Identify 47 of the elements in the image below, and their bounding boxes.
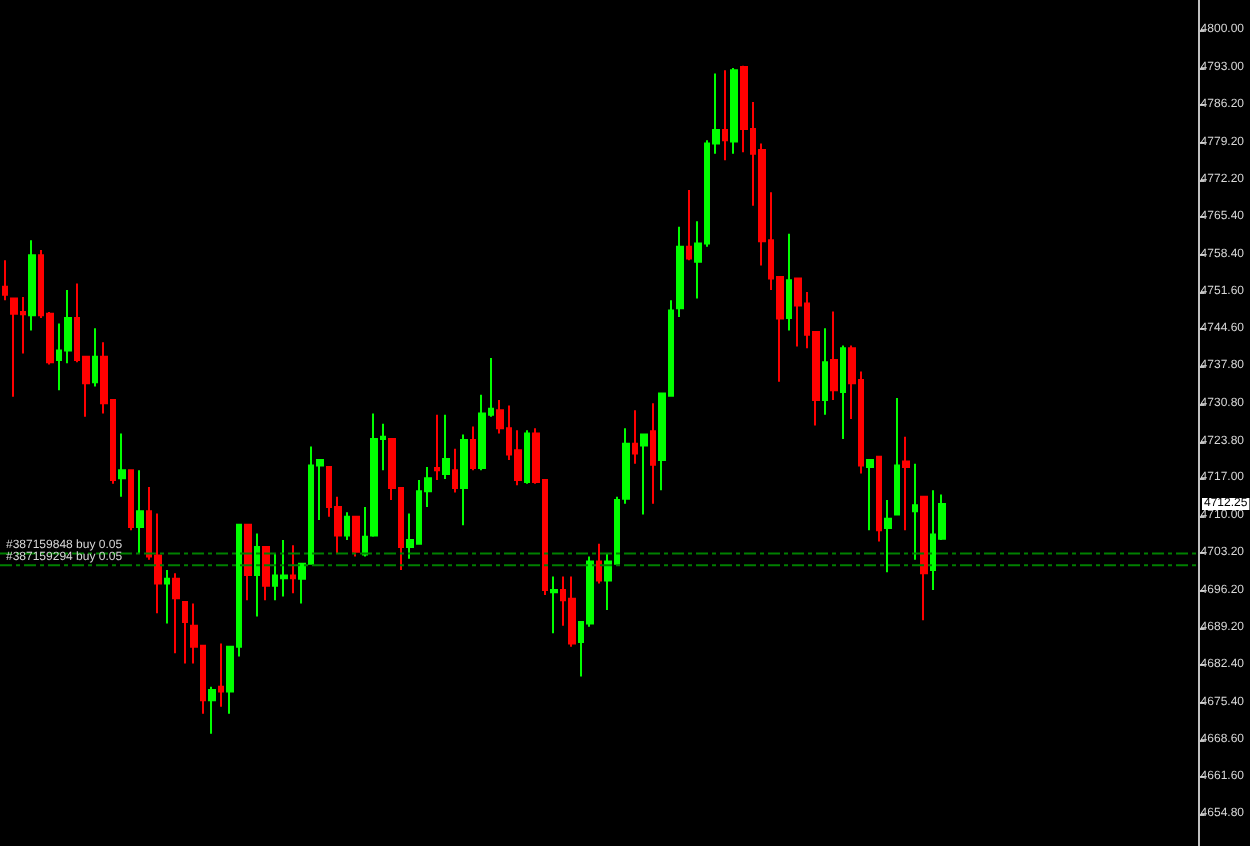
candlestick (786, 232, 792, 332)
candlestick (840, 344, 846, 440)
candlestick (830, 310, 838, 402)
candlestick (596, 542, 602, 585)
candlestick (912, 462, 918, 561)
candlestick (344, 511, 350, 541)
candlestick (460, 433, 468, 527)
candlestick (218, 642, 224, 708)
candlestick (884, 498, 892, 574)
candlestick (2, 259, 8, 302)
candlestick (876, 455, 882, 543)
candlestick (470, 425, 476, 472)
candlestick (290, 544, 296, 595)
candlestick (92, 327, 98, 388)
candlestick (866, 458, 874, 532)
candlestick (550, 575, 558, 635)
candlestick (434, 413, 440, 481)
candlestick (632, 409, 638, 465)
candlestick (686, 189, 692, 262)
candlestick (722, 69, 728, 162)
candlestick (118, 432, 126, 498)
candlestick (794, 277, 802, 348)
candlestick (920, 495, 928, 622)
candlestick (730, 67, 738, 155)
candlestick (136, 469, 144, 555)
candlestick (262, 545, 270, 602)
candlestick (568, 575, 576, 648)
candlestick (244, 523, 252, 602)
candlestick (650, 402, 656, 505)
candlestick (352, 515, 360, 558)
candlestick (676, 225, 684, 318)
candlestick (902, 435, 910, 532)
candlestick (164, 569, 170, 625)
candlestick (128, 469, 134, 532)
candlestick (28, 239, 36, 332)
candlestick (280, 538, 288, 598)
candlestick (524, 429, 530, 485)
candlestick (452, 447, 458, 494)
candlestick (822, 327, 828, 416)
candlestick (182, 600, 188, 665)
candlestick (254, 532, 260, 618)
candlestick (640, 432, 648, 516)
candlestick (208, 685, 216, 735)
candlestick (10, 297, 18, 398)
candlestick (894, 396, 900, 516)
candlestick (172, 572, 180, 655)
candlestick (442, 413, 450, 480)
